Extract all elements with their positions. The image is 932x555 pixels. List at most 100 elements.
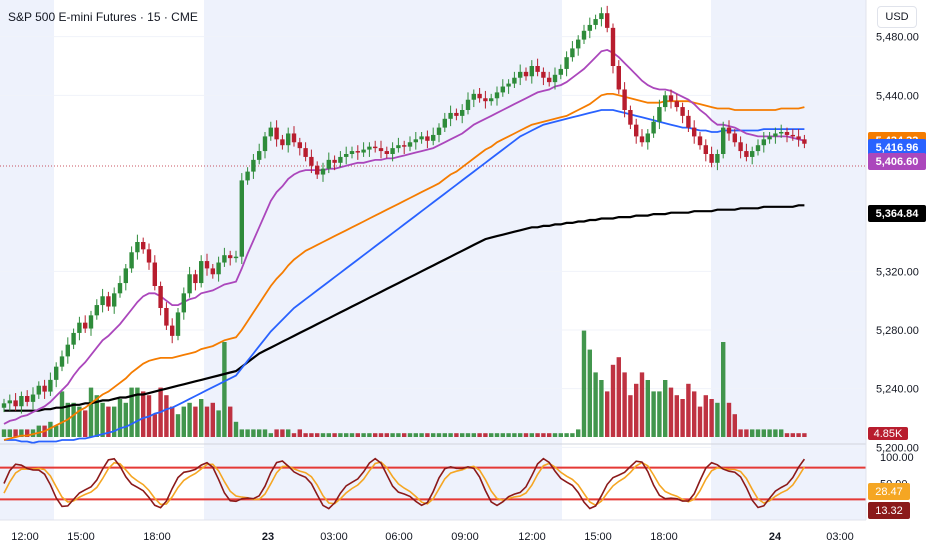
time-axis[interactable]: 12:00 15:00 18:00 23 03:00 06:00 09:00 12:00 15:… xyxy=(0,519,866,543)
candle xyxy=(454,108,459,121)
price-axis[interactable]: 5,200.00 5,240.00 5,280.00 5,320.00 5,440.00… xyxy=(865,0,919,520)
time-tick-label: 09:00 xyxy=(451,531,479,543)
candle xyxy=(257,143,262,165)
volume-bar xyxy=(732,414,737,437)
price-tag: 5,364.84 xyxy=(868,205,926,222)
candle xyxy=(744,143,749,162)
volume-bar xyxy=(187,402,192,437)
candle xyxy=(262,132,268,159)
volume-bar xyxy=(309,433,314,437)
candle-body xyxy=(332,159,337,163)
candle-body xyxy=(587,24,592,31)
candle-body xyxy=(703,145,708,154)
candle-body xyxy=(355,151,360,153)
candle xyxy=(146,243,152,270)
volume-bar xyxy=(297,429,302,437)
volume-bar xyxy=(355,433,360,437)
candle-body xyxy=(262,136,268,152)
candle-body xyxy=(326,159,331,169)
volume-bar xyxy=(19,429,24,437)
candle-body xyxy=(13,400,18,407)
candle-body xyxy=(407,142,413,147)
candle-body xyxy=(529,66,534,77)
candle-body xyxy=(610,27,616,66)
volume-bar xyxy=(616,357,621,437)
volume-bar xyxy=(767,429,772,437)
candle xyxy=(100,288,105,313)
volume-bar xyxy=(239,429,244,437)
candle-body xyxy=(30,394,36,402)
price-tick-label: 5,480.00 xyxy=(876,32,919,44)
candle-body xyxy=(367,146,372,150)
candle-body xyxy=(518,71,523,78)
candle xyxy=(30,387,36,410)
volume-bar xyxy=(83,410,88,437)
volume-bar xyxy=(396,433,401,437)
volume-bar xyxy=(512,433,517,437)
candle xyxy=(674,93,679,112)
candle-body xyxy=(796,136,801,140)
candle-body xyxy=(378,148,384,152)
candle xyxy=(164,302,169,330)
volume-bar xyxy=(448,433,453,437)
volume-bar xyxy=(610,364,616,437)
volume-bar xyxy=(390,433,395,437)
candle-body xyxy=(373,146,378,149)
candle-body xyxy=(767,136,772,140)
volume-bar xyxy=(71,402,76,437)
volume-bar xyxy=(465,433,471,437)
candle xyxy=(83,315,88,333)
volume-bar xyxy=(349,433,355,437)
candle xyxy=(802,134,807,149)
volume-bar xyxy=(628,395,633,437)
stochastic-d-line xyxy=(3,461,806,507)
volume-bar xyxy=(442,433,447,437)
volume-bar xyxy=(558,433,563,437)
candle xyxy=(36,381,41,399)
currency-button[interactable]: USD xyxy=(877,6,917,28)
candle-body xyxy=(361,149,366,153)
candle xyxy=(552,67,558,90)
volume-bar xyxy=(500,433,505,437)
candle xyxy=(349,146,355,159)
candle-body xyxy=(680,107,685,116)
candle-body xyxy=(233,256,239,259)
volume-bar xyxy=(164,395,169,437)
volume-bar xyxy=(36,425,41,437)
volume-bar xyxy=(262,429,268,437)
candle-body xyxy=(460,110,465,116)
volume-bar xyxy=(402,433,407,437)
volume-bar xyxy=(755,429,761,437)
candle-body xyxy=(593,19,598,25)
candle xyxy=(448,105,453,127)
candle-body xyxy=(599,13,604,20)
volume-bar xyxy=(547,433,552,437)
candle-body xyxy=(268,127,273,137)
candle xyxy=(384,146,389,159)
time-tick-label: 12:00 xyxy=(11,531,39,543)
candle-body xyxy=(738,142,743,152)
candle-body xyxy=(257,151,262,160)
candle xyxy=(390,142,395,162)
candle xyxy=(245,167,250,185)
volume-bar xyxy=(471,433,476,437)
volume-bar xyxy=(744,429,749,437)
time-tick-label: 18:00 xyxy=(143,531,171,543)
candle-body xyxy=(349,151,355,154)
candle xyxy=(65,337,70,364)
candle xyxy=(610,23,616,74)
candle xyxy=(175,308,181,341)
candle-body xyxy=(59,356,65,367)
candle xyxy=(309,149,314,174)
candle-body xyxy=(338,156,343,163)
volume-bar xyxy=(419,433,424,437)
volume-bars xyxy=(1,330,807,437)
volume-bar xyxy=(216,410,221,437)
volume-bar xyxy=(587,349,592,437)
volume-bar xyxy=(280,429,285,437)
volume-bar xyxy=(738,429,743,437)
candle xyxy=(315,161,320,179)
volume-bar xyxy=(639,372,645,437)
